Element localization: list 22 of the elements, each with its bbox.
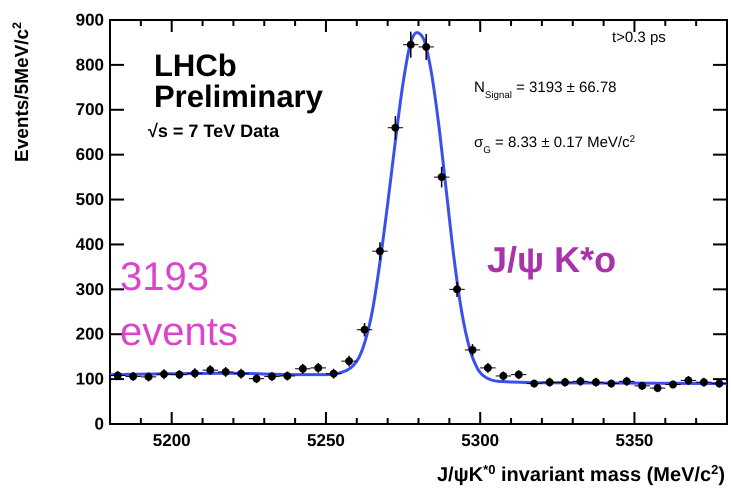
- y-tick-label: 800: [76, 55, 104, 74]
- y-tick-label: 0: [94, 414, 104, 434]
- annotation: σ$_{G}$ = 8.33 ± 0.17 MeV/c$^{2}$: [474, 134, 636, 156]
- x-tick-label: 5300: [461, 431, 500, 450]
- y-tick-label: 700: [76, 100, 104, 120]
- x-tick-label: 5200: [152, 431, 191, 450]
- y-tick-label: 400: [76, 234, 104, 254]
- annotation: events: [120, 310, 238, 354]
- annotation: J/ψ K*o: [487, 239, 616, 280]
- y-tick-label: 100: [76, 370, 104, 389]
- x-axis-title: J/ψK$^{*0}$ invariant mass (MeV/c$^{2}$): [436, 462, 725, 486]
- y-tick-label: 900: [76, 10, 104, 30]
- y-tick-label: 200: [76, 324, 104, 344]
- y-tick-label: 300: [76, 280, 104, 299]
- y-tick-label: 600: [76, 145, 104, 164]
- annotation: N$_{Signal}$ = 3193 ± 66.78: [474, 79, 617, 100]
- x-tick-label: 5350: [616, 431, 654, 450]
- annotation: √s = 7 TeV Data: [148, 121, 280, 141]
- annotation: 3193: [120, 255, 209, 299]
- x-tick-label: 5250: [307, 431, 345, 450]
- y-tick-label: 500: [76, 190, 104, 209]
- annotation: t>0.3 ps: [612, 29, 666, 46]
